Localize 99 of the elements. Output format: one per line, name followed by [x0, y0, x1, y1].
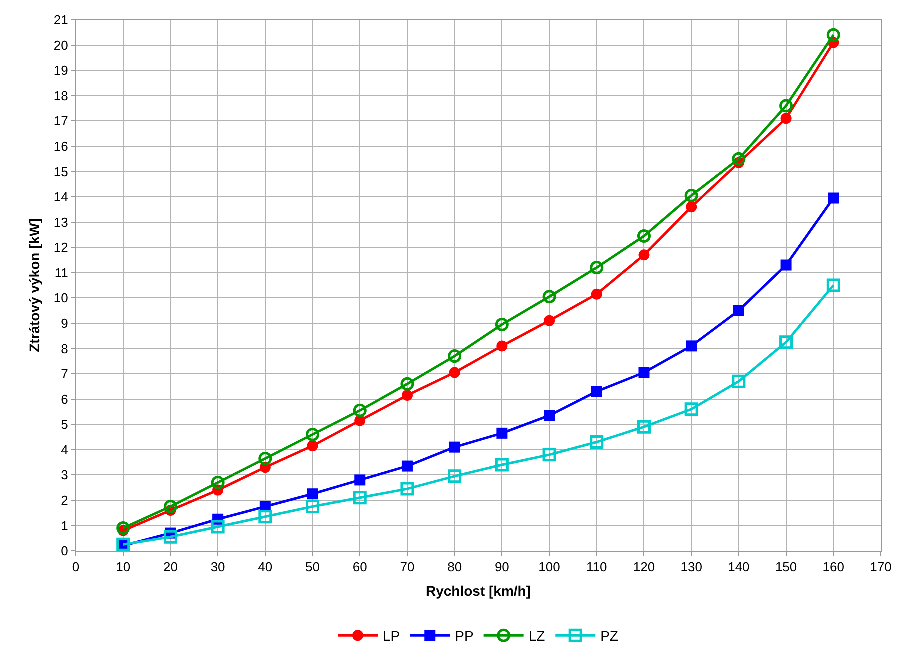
point — [495, 318, 509, 332]
y-tick-label: 8 — [61, 341, 68, 356]
x-tick-label: 50 — [306, 560, 320, 575]
y-tick-label: 18 — [54, 88, 68, 104]
y-tick-label: 7 — [61, 366, 68, 382]
x-tick-label: 80 — [448, 560, 462, 575]
x-tick-label: 140 — [728, 560, 750, 575]
point — [353, 404, 367, 418]
point — [495, 458, 509, 472]
y-tick-label: 14 — [54, 190, 68, 205]
point — [164, 530, 178, 544]
point — [307, 440, 318, 452]
x-tick-label: 150 — [775, 560, 798, 575]
point — [684, 402, 698, 416]
point — [496, 428, 508, 439]
y-tick-label: 3 — [61, 468, 68, 483]
x-tick-label: 120 — [633, 560, 656, 575]
y-tick-label: 15 — [54, 164, 68, 180]
point — [637, 420, 651, 434]
x-tick-label: 70 — [400, 560, 415, 575]
x-axis-title: Rychlost [km/h] — [426, 582, 532, 599]
x-tick-label: 30 — [210, 560, 226, 575]
point — [164, 500, 178, 514]
y-tick-label: 12 — [54, 240, 68, 256]
y-tick-label: 1 — [61, 518, 68, 534]
legend-label: LZ — [528, 628, 546, 644]
y-tick-label: 20 — [54, 38, 68, 53]
point — [307, 488, 318, 500]
y-tick-label: 13 — [54, 214, 68, 230]
point — [542, 448, 556, 462]
y-tick-label: 6 — [61, 392, 68, 407]
point — [448, 470, 462, 484]
x-tick-label: 100 — [538, 560, 560, 575]
point — [590, 261, 604, 275]
point — [733, 305, 744, 316]
point — [686, 202, 698, 213]
y-axis-title: Ztrátový výkon [kW] — [26, 218, 43, 352]
point — [258, 452, 272, 466]
x-tick-label: 110 — [586, 560, 608, 575]
point — [306, 500, 320, 514]
point — [544, 315, 556, 326]
point — [306, 428, 320, 442]
legend-label: PZ — [600, 628, 619, 644]
point — [354, 474, 366, 486]
point — [826, 28, 840, 42]
point — [828, 192, 840, 204]
x-tick-label: 60 — [352, 560, 368, 575]
x-tick-label: 160 — [822, 560, 844, 575]
x-tick-label: 20 — [163, 560, 178, 575]
point — [402, 390, 413, 401]
point — [780, 336, 794, 350]
point — [780, 99, 794, 113]
point — [637, 229, 651, 243]
point — [684, 188, 698, 202]
legend-label: PP — [455, 628, 474, 644]
point — [780, 113, 792, 124]
point — [544, 410, 556, 422]
point — [400, 377, 414, 391]
y-tick-label: 4 — [61, 442, 68, 458]
point — [542, 290, 556, 304]
point — [591, 288, 602, 300]
x-tick-label: 170 — [870, 560, 892, 575]
point — [780, 260, 792, 271]
y-tick-label: 21 — [54, 12, 68, 28]
point — [638, 250, 650, 261]
y-tick-label: 17 — [54, 114, 68, 129]
legend-label: LP — [383, 628, 400, 644]
point — [353, 491, 367, 505]
x-tick-label: 130 — [680, 560, 702, 575]
point — [211, 476, 225, 490]
x-tick-label: 40 — [258, 560, 273, 575]
y-tick-label: 0 — [61, 544, 68, 559]
y-tick-label: 2 — [61, 492, 68, 508]
x-tick-label: 10 — [116, 560, 131, 575]
y-tick-label: 10 — [54, 290, 68, 306]
point — [638, 367, 650, 378]
point — [116, 538, 130, 552]
point — [448, 350, 462, 364]
point — [449, 442, 460, 453]
point — [590, 436, 604, 450]
point — [591, 386, 602, 398]
y-tick-label: 11 — [54, 265, 68, 280]
x-tick-label: 0 — [72, 560, 80, 575]
y-tick-label: 19 — [54, 63, 68, 78]
point — [400, 482, 414, 496]
y-tick-label: 9 — [61, 316, 68, 331]
point — [258, 510, 272, 524]
point — [402, 460, 413, 472]
point — [732, 152, 746, 166]
point — [686, 340, 698, 352]
x-tick-label: 90 — [494, 560, 510, 575]
y-tick-label: 5 — [61, 417, 68, 432]
point — [449, 367, 460, 378]
point — [826, 278, 840, 292]
point — [211, 520, 225, 534]
point — [732, 374, 746, 388]
point — [116, 521, 130, 535]
point — [496, 340, 508, 352]
y-tick-label: 16 — [54, 138, 68, 154]
